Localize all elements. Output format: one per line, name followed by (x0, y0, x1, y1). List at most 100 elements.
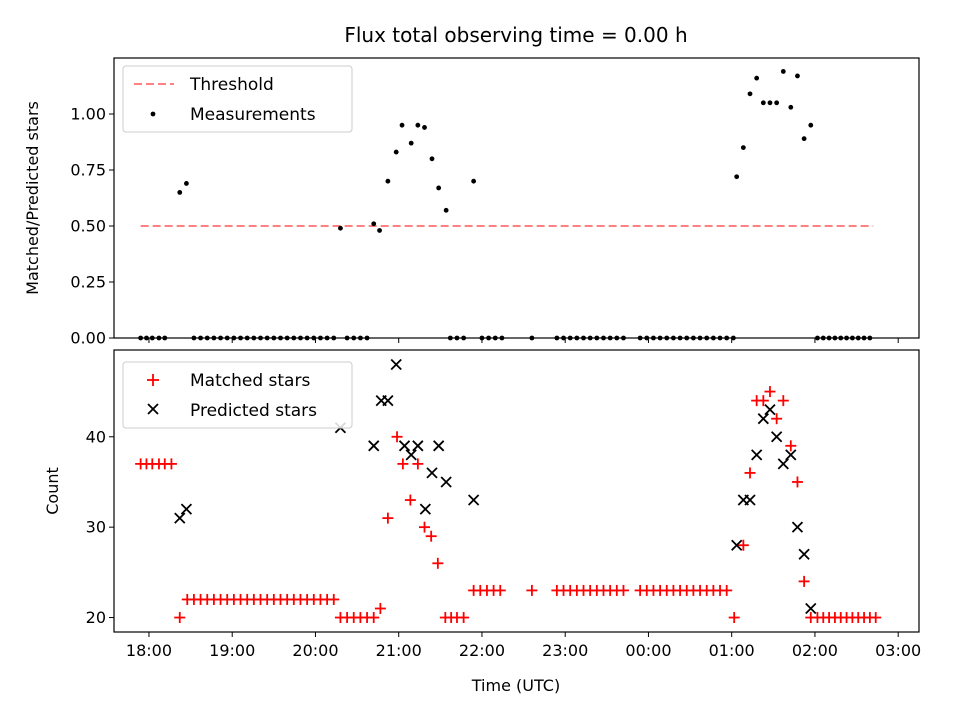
bottom-x-tick-label: 02:00 (792, 641, 838, 660)
matched-star-marker (397, 458, 409, 470)
matched-star-marker (458, 612, 470, 624)
matched-star-marker (328, 593, 340, 605)
predicted-star-marker (368, 440, 380, 452)
matched-star-marker (798, 575, 810, 587)
matched-star-marker (165, 458, 177, 470)
bottom-x-tick-label: 03:00 (875, 641, 921, 660)
predicted-star-marker (433, 440, 445, 452)
bottom-y-tick-label: 40 (86, 427, 106, 446)
predicted-star-marker (174, 512, 186, 524)
bottom-x-tick-label: 22:00 (459, 641, 505, 660)
predicted-star-marker (791, 521, 804, 533)
measurement-point (801, 136, 807, 142)
matched-star-marker (404, 494, 416, 506)
predicted-star-marker (382, 394, 394, 407)
measurement-point (338, 225, 343, 231)
measurement-point (808, 122, 814, 128)
bottom-y-axis-label: Count (43, 467, 62, 515)
matched-star-marker (721, 584, 733, 596)
matched-star-marker (374, 603, 386, 614)
measurement-point (399, 122, 405, 128)
bottom-y-tick-label: 20 (86, 608, 106, 627)
measurement-point (415, 122, 421, 128)
predicted-star-marker (180, 503, 193, 515)
predicted-star-marker (419, 503, 431, 515)
measurement-point (422, 125, 427, 130)
top-y-tick-label: 0.50 (70, 217, 106, 236)
predicted-star-marker (744, 494, 756, 506)
measurement-point (385, 178, 391, 184)
top-y-tick-label: 0.00 (70, 329, 106, 348)
matched-star-marker (432, 557, 444, 569)
bottom-x-axis-label: Time (UTC) (471, 676, 560, 695)
predicted-star-marker (398, 440, 411, 452)
matched-star-marker (368, 612, 380, 624)
bottom-plot-frame (113, 349, 920, 633)
matched-star-marker (391, 431, 403, 443)
top-legend-box (122, 65, 353, 133)
matched-star-marker (412, 458, 424, 470)
measurement-point (754, 75, 760, 81)
measurement-point (471, 178, 477, 184)
bottom-x-tick-label: 18:00 (126, 641, 172, 660)
bottom-x-tick-label: 00:00 (625, 641, 671, 660)
measurement-point (177, 190, 183, 195)
top-y-tick-label: 1.00 (70, 105, 106, 124)
predicted-star-marker (764, 404, 776, 416)
top-y-tick-label: 0.25 (70, 273, 106, 292)
matched-star-marker (174, 612, 186, 624)
matched-star-marker (771, 413, 783, 425)
predicted-star-marker (751, 449, 763, 461)
matched-star-marker (737, 539, 749, 551)
matched-star-marker (382, 512, 394, 524)
measurement-point (371, 221, 377, 227)
matched-star-marker (791, 476, 803, 488)
predicted-star-marker (805, 602, 817, 615)
matched-star-marker (785, 440, 797, 452)
legend-threshold-label: Threshold (189, 75, 274, 95)
measurement-point (740, 145, 746, 151)
matched-star-marker (870, 612, 882, 624)
measurement-point (734, 174, 740, 180)
legend-measurements-label: Measurements (190, 105, 316, 125)
legend-predicted-swatch (147, 403, 159, 415)
bottom-y-tick-label: 30 (86, 518, 106, 537)
measurement-point (767, 100, 773, 106)
bottom-legend-box (122, 361, 353, 429)
bottom-x-tick-label: 01:00 (709, 641, 755, 660)
measurement-point (429, 156, 435, 162)
bottom-x-tick-label: 20:00 (292, 641, 338, 660)
top-legend: Threshold Measurements (122, 65, 353, 133)
matched-star-marker (777, 395, 789, 407)
measurement-point (184, 181, 189, 186)
predicted-star-marker (731, 539, 743, 551)
predicted-star-marker (405, 449, 417, 461)
bottom-x-tick-label: 19:00 (209, 641, 255, 660)
matched-star-marker (526, 584, 538, 596)
matched-star-marker (425, 530, 437, 542)
legend-measurements-swatch (150, 111, 156, 117)
predicted-star-marker (426, 467, 438, 479)
bottom-x-tick-label: 23:00 (542, 641, 588, 660)
predicted-star-marker (757, 413, 769, 425)
predicted-star-marker (798, 548, 810, 560)
measurement-point (436, 185, 442, 191)
top-plot-frame (113, 57, 920, 339)
measurement-point (780, 69, 786, 74)
matched-star-marker (757, 395, 769, 407)
top-y-axis-label: Matched/Predicted stars (23, 101, 42, 295)
measurement-point (788, 104, 794, 110)
bottom-x-tick-label: 21:00 (376, 641, 422, 660)
predicted-star-marker (771, 431, 783, 443)
legend-predicted-label: Predicted stars (190, 401, 317, 421)
matched-star-marker (617, 584, 629, 596)
matched-star-marker (494, 584, 506, 596)
measurement-point (443, 207, 449, 213)
measurement-point (408, 140, 414, 146)
predicted-star-marker (390, 358, 402, 371)
measurement-point (747, 91, 753, 97)
top-y-tick-label: 0.75 (70, 161, 106, 180)
measurement-point (377, 228, 382, 233)
predicted-star-marker (412, 440, 424, 452)
